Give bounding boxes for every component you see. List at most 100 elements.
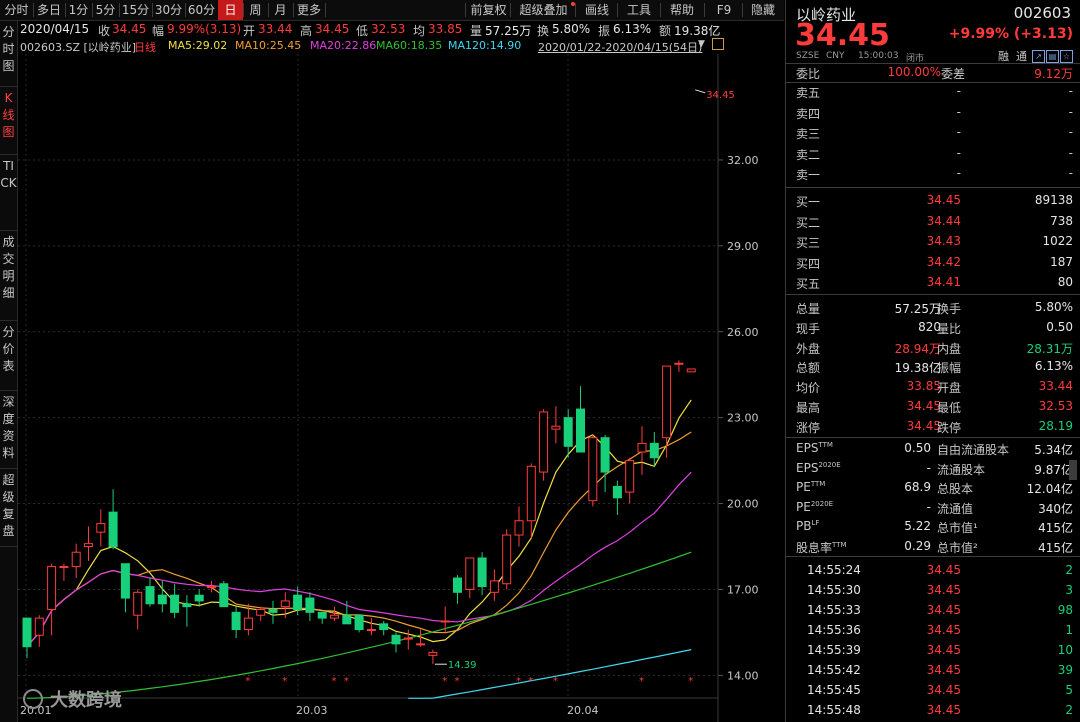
side-tab-tick[interactable]: TICK bbox=[0, 155, 17, 231]
tab-period-week[interactable]: 周 bbox=[249, 3, 262, 17]
candle-body[interactable] bbox=[47, 566, 57, 611]
candle-body[interactable] bbox=[305, 597, 315, 613]
candle-body[interactable] bbox=[502, 534, 512, 585]
side-tab-depth[interactable]: 深度资料 bbox=[0, 391, 17, 469]
event-star-icon[interactable]: * bbox=[442, 676, 447, 687]
tab-period-5min[interactable]: 5分 bbox=[95, 3, 116, 17]
candle-body[interactable] bbox=[96, 523, 106, 533]
candle-body[interactable] bbox=[625, 460, 635, 493]
help-button[interactable]: 帮助 bbox=[669, 3, 694, 17]
candle-body[interactable] bbox=[637, 442, 647, 453]
candle-body[interactable] bbox=[182, 603, 192, 608]
event-star-icon[interactable]: * bbox=[455, 676, 460, 687]
candle-body[interactable] bbox=[342, 614, 352, 625]
side-tab-trades[interactable]: 成交明细 bbox=[0, 231, 17, 321]
tab-period-multiday[interactable]: 多日 bbox=[36, 3, 61, 17]
event-star-icon[interactable]: * bbox=[688, 676, 693, 687]
star-icon[interactable]: ☆ bbox=[1060, 50, 1073, 63]
candle-body[interactable] bbox=[526, 465, 536, 522]
overlay-button[interactable]: 超级叠加 bbox=[519, 3, 568, 17]
candle-body[interactable] bbox=[600, 437, 610, 473]
side-tab-replay[interactable]: 超级复盘 bbox=[0, 469, 17, 547]
event-star-icon[interactable]: * bbox=[553, 676, 558, 687]
candle-body[interactable] bbox=[120, 563, 130, 599]
candle-body[interactable] bbox=[649, 442, 659, 459]
candle-body[interactable] bbox=[403, 637, 413, 640]
candle-body[interactable] bbox=[379, 623, 389, 631]
candle-body[interactable] bbox=[317, 611, 327, 619]
candle-body[interactable] bbox=[34, 617, 44, 636]
panel-scroll-handle[interactable] bbox=[1069, 460, 1077, 480]
candle-body[interactable] bbox=[588, 437, 598, 502]
side-tab-fenshi[interactable]: 分时图 bbox=[0, 21, 17, 87]
candle-body[interactable] bbox=[170, 594, 180, 613]
candle-body[interactable] bbox=[268, 609, 278, 613]
tab-period-fenshi[interactable]: 分时 bbox=[4, 3, 29, 17]
candle-body[interactable] bbox=[219, 583, 229, 608]
tab-period-day[interactable]: 日 bbox=[218, 0, 243, 20]
tab-period-more[interactable]: 更多 bbox=[296, 3, 321, 17]
side-tab-kline[interactable]: K线图 bbox=[0, 87, 17, 155]
side-tab-price-table[interactable]: 分价表 bbox=[0, 321, 17, 391]
candle-body[interactable] bbox=[280, 600, 290, 608]
event-star-icon[interactable]: * bbox=[516, 676, 521, 687]
f9-button[interactable]: F9 bbox=[716, 3, 732, 17]
candle-body[interactable] bbox=[59, 566, 69, 569]
candle-body[interactable] bbox=[453, 577, 462, 593]
candle-body[interactable] bbox=[145, 586, 155, 605]
forward-adjust-button[interactable]: 前复权 bbox=[470, 3, 507, 17]
candle-body[interactable] bbox=[551, 425, 561, 430]
candle-body[interactable] bbox=[71, 551, 81, 568]
candle-body[interactable] bbox=[514, 520, 524, 536]
hide-button[interactable]: 隐藏 bbox=[750, 3, 775, 17]
candle-body[interactable] bbox=[674, 362, 684, 365]
draw-line-button[interactable]: 画线 bbox=[584, 3, 609, 17]
tab-period-30min[interactable]: 30分 bbox=[154, 3, 183, 17]
candle-body[interactable] bbox=[84, 543, 93, 548]
tab-period-60min[interactable]: 60分 bbox=[187, 3, 216, 17]
event-star-icon[interactable]: * bbox=[245, 676, 250, 687]
range-lock-icon[interactable] bbox=[712, 38, 724, 50]
legend-date-range[interactable]: 2020/01/22-2020/04/15(54日) bbox=[538, 41, 703, 54]
candle-body[interactable] bbox=[662, 365, 672, 439]
tab-period-1min[interactable]: 1分 bbox=[68, 3, 89, 17]
chart-icon[interactable]: ▤ bbox=[1046, 50, 1059, 63]
candle-body[interactable] bbox=[428, 651, 438, 656]
candle-body[interactable] bbox=[477, 557, 487, 588]
candle-body[interactable] bbox=[194, 594, 204, 602]
candle-body[interactable] bbox=[243, 617, 253, 631]
event-star-icon[interactable]: * bbox=[332, 676, 337, 687]
candle-body[interactable] bbox=[391, 634, 401, 645]
event-star-icon[interactable]: * bbox=[282, 676, 287, 687]
range-dropdown-icon[interactable]: ▼ bbox=[698, 39, 705, 49]
candle-body[interactable] bbox=[465, 557, 475, 590]
candle-body[interactable] bbox=[133, 591, 143, 616]
candle-body[interactable] bbox=[231, 611, 241, 631]
kline-chart[interactable]: 14.00 17.00 20.00 23.00 26.00 29.00 32.00 20.01… bbox=[18, 54, 784, 722]
tools-button[interactable]: 工具 bbox=[626, 3, 651, 17]
candle-body[interactable] bbox=[539, 411, 549, 473]
candle-body[interactable] bbox=[108, 511, 118, 548]
candle-body[interactable] bbox=[576, 408, 585, 453]
tab-period-month[interactable]: 月 bbox=[274, 3, 287, 17]
candle-body[interactable] bbox=[256, 609, 266, 616]
candle-body[interactable] bbox=[489, 580, 499, 593]
candle-body[interactable] bbox=[366, 629, 376, 632]
candle-body[interactable] bbox=[354, 614, 364, 631]
candle-body[interactable] bbox=[563, 417, 573, 447]
candle-body[interactable] bbox=[686, 368, 696, 373]
event-star-icon[interactable]: * bbox=[344, 676, 349, 687]
candle-body[interactable] bbox=[440, 620, 450, 623]
candle-body[interactable] bbox=[22, 617, 32, 648]
fund-label-suffix: 2020E bbox=[810, 499, 834, 508]
candle-body[interactable] bbox=[157, 594, 167, 605]
event-star-icon[interactable]: * bbox=[639, 676, 644, 687]
candle-body[interactable] bbox=[330, 614, 339, 619]
link-icon[interactable]: ↗ bbox=[1032, 50, 1045, 63]
candle-body[interactable] bbox=[293, 594, 303, 611]
candle-body[interactable] bbox=[416, 643, 426, 646]
tab-period-15min[interactable]: 15分 bbox=[121, 3, 150, 17]
candle-body[interactable] bbox=[207, 586, 216, 589]
candle-body[interactable] bbox=[612, 485, 622, 499]
event-star-icon[interactable]: * bbox=[528, 676, 533, 687]
